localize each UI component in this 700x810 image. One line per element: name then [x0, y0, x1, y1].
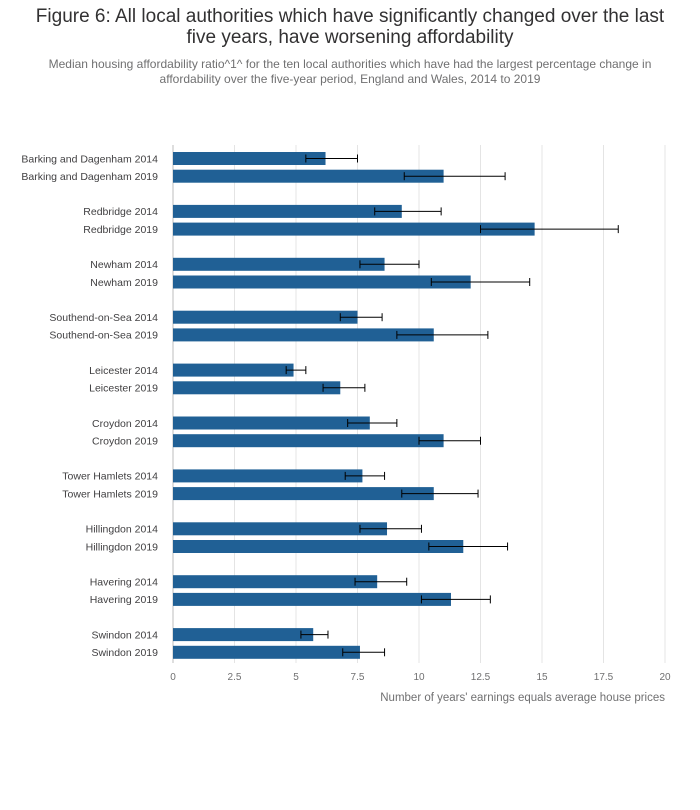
- x-tick-label: 7.5: [351, 672, 365, 683]
- error-bar: [354, 577, 408, 586]
- x-tick-label: 15: [536, 672, 548, 683]
- category-label: Swindon 2019: [91, 647, 158, 659]
- error-bar: [342, 648, 386, 657]
- category-label: Redbridge 2014: [83, 206, 158, 218]
- category-label: Swindon 2014: [91, 629, 158, 641]
- bar: [173, 257, 385, 271]
- error-bar: [403, 172, 506, 181]
- x-tick-label: 5: [293, 672, 299, 683]
- error-bar: [428, 542, 509, 551]
- bar: [173, 575, 378, 589]
- error-bar: [305, 154, 358, 163]
- bar: [173, 487, 434, 501]
- error-bar: [480, 225, 619, 234]
- bar: [173, 469, 363, 483]
- bar: [173, 204, 402, 218]
- error-bar: [396, 330, 489, 339]
- category-label: Hillingdon 2019: [86, 541, 159, 553]
- bar: [173, 628, 314, 642]
- error-bar: [344, 471, 386, 480]
- error-bar: [322, 383, 366, 392]
- bar: [173, 275, 471, 289]
- bar: [173, 381, 341, 395]
- error-bar: [347, 419, 398, 427]
- error-bar: [300, 630, 329, 639]
- bar: [173, 310, 358, 324]
- bar: [173, 363, 294, 377]
- bar: [173, 328, 434, 342]
- category-label: Tower Hamlets 2014: [62, 471, 158, 483]
- chart-title: Figure 6: All local authorities which ha…: [35, 6, 665, 48]
- category-label: Leicester 2019: [89, 383, 158, 395]
- category-label: Havering 2019: [90, 594, 158, 606]
- category-label: Southend-on-Sea 2014: [49, 312, 158, 324]
- x-tick-label: 17.5: [594, 672, 614, 683]
- category-label: Tower Hamlets 2019: [62, 488, 158, 500]
- bar: [173, 540, 464, 553]
- x-axis-ticks: 0 2.5 5 7.5 10 12.5 15 17.5 20: [170, 672, 671, 683]
- bar: [173, 522, 388, 536]
- category-label: Hillingdon 2014: [86, 524, 159, 536]
- bar: [173, 222, 535, 236]
- category-label: Barking and Dagenham 2019: [21, 171, 158, 183]
- category-label: Croydon 2014: [92, 418, 158, 430]
- bar: [173, 434, 444, 448]
- error-bars: [285, 154, 619, 657]
- error-bar: [401, 489, 479, 498]
- error-bar: [359, 524, 422, 533]
- bars: [173, 152, 535, 659]
- category-label: Newham 2019: [90, 277, 158, 289]
- category-label: Newham 2014: [90, 259, 158, 271]
- chart-subtitle: Median housing affordability ratio^1^ fo…: [48, 57, 652, 86]
- error-bar: [420, 595, 491, 604]
- error-bar: [430, 278, 531, 286]
- bar: [173, 169, 444, 183]
- error-bar: [374, 207, 442, 216]
- bar: [173, 152, 326, 165]
- error-bar: [285, 366, 307, 375]
- x-tick-label: 0: [170, 672, 176, 683]
- bar: [173, 645, 360, 659]
- x-tick-label: 20: [659, 672, 671, 683]
- category-label: Leicester 2014: [89, 365, 158, 377]
- bar: [173, 592, 451, 606]
- error-bar: [339, 313, 383, 322]
- category-labels: Barking and Dagenham 2014 Barking and Dag…: [21, 153, 158, 659]
- x-tick-label: 12.5: [471, 672, 491, 683]
- x-tick-label: 10: [413, 672, 425, 683]
- category-label: Barking and Dagenham 2014: [21, 153, 158, 165]
- category-label: Redbridge 2019: [83, 224, 158, 236]
- error-bar: [418, 436, 481, 445]
- x-tick-label: 2.5: [228, 672, 242, 683]
- category-label: Croydon 2019: [92, 436, 158, 448]
- bar: [173, 416, 370, 430]
- category-label: Southend-on-Sea 2019: [49, 330, 158, 342]
- x-axis-title: Number of years' earnings equals average…: [380, 692, 665, 704]
- error-bar: [359, 260, 420, 269]
- category-label: Havering 2014: [90, 577, 158, 589]
